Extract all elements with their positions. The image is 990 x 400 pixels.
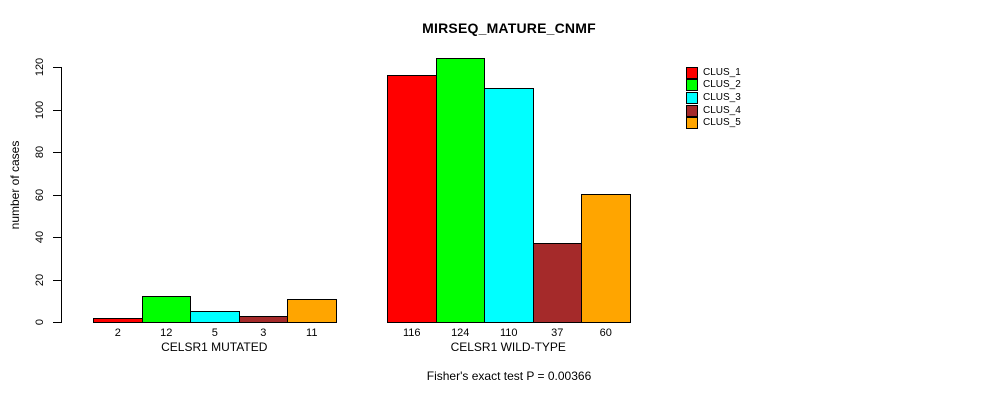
bar-value-label: 12 xyxy=(160,327,173,339)
legend-label: CLUS_5 xyxy=(703,117,741,129)
bar-value-label: 124 xyxy=(451,327,470,339)
legend-label: CLUS_3 xyxy=(703,91,741,103)
legend-label: CLUS_2 xyxy=(703,79,741,91)
bar xyxy=(93,318,143,323)
bar xyxy=(287,299,337,323)
legend-color-swatch xyxy=(686,79,698,92)
y-axis-tick-label: 60 xyxy=(34,188,46,201)
y-axis-tick-mark xyxy=(53,279,62,281)
bar-value-label: 110 xyxy=(499,327,518,339)
y-axis-tick-label: 120 xyxy=(34,57,46,77)
legend-color-swatch xyxy=(686,66,698,79)
legend-label: CLUS_1 xyxy=(703,66,741,78)
bar xyxy=(141,296,191,323)
bar xyxy=(238,316,288,323)
legend-label: CLUS_4 xyxy=(703,104,741,116)
y-axis-tick-mark xyxy=(53,109,62,111)
bar-value-label: 60 xyxy=(599,327,612,339)
legend-item: CLUS_2 xyxy=(686,79,741,92)
legend-color-swatch xyxy=(686,104,698,117)
bar xyxy=(387,75,437,323)
bar-value-label: 37 xyxy=(551,327,564,339)
legend-item: CLUS_4 xyxy=(686,104,741,117)
y-axis-tick-label: 100 xyxy=(34,100,46,119)
bar xyxy=(532,243,582,323)
x-axis-group-label: CELSR1 WILD-TYPE xyxy=(450,340,566,354)
y-axis-tick-label: 80 xyxy=(34,145,46,159)
y-axis-tick-label: 0 xyxy=(34,318,46,326)
bar-value-label: 3 xyxy=(260,327,267,339)
y-axis-tick-mark xyxy=(53,237,62,238)
bar xyxy=(484,88,534,323)
x-axis-group-label: CELSR1 MUTATED xyxy=(161,340,268,354)
bar xyxy=(435,58,485,323)
legend-item: CLUS_3 xyxy=(686,91,741,104)
legend-color-swatch xyxy=(686,91,698,104)
legend-item: CLUS_1 xyxy=(686,66,741,79)
chart-title: MIRSEQ_MATURE_CNMF xyxy=(422,20,596,36)
y-axis-tick-mark xyxy=(53,194,62,196)
annotation-text: Fisher's exact test P = 0.00366 xyxy=(426,369,592,383)
y-axis-tick-label: 40 xyxy=(34,230,46,244)
y-axis-tick-mark xyxy=(53,322,62,323)
bar xyxy=(190,311,240,323)
bar xyxy=(581,194,631,323)
bar-value-label: 2 xyxy=(114,327,121,339)
y-axis-tick-mark xyxy=(53,67,62,68)
bar-value-label: 5 xyxy=(211,327,218,339)
y-axis-tick-mark xyxy=(53,152,62,153)
y-axis-tick-label: 20 xyxy=(34,273,46,286)
bar-value-label: 116 xyxy=(402,327,421,339)
y-axis-label: number of cases xyxy=(8,140,22,230)
bar-value-label: 11 xyxy=(306,327,318,339)
legend-color-swatch xyxy=(686,117,698,130)
legend-item: CLUS_5 xyxy=(686,117,741,130)
